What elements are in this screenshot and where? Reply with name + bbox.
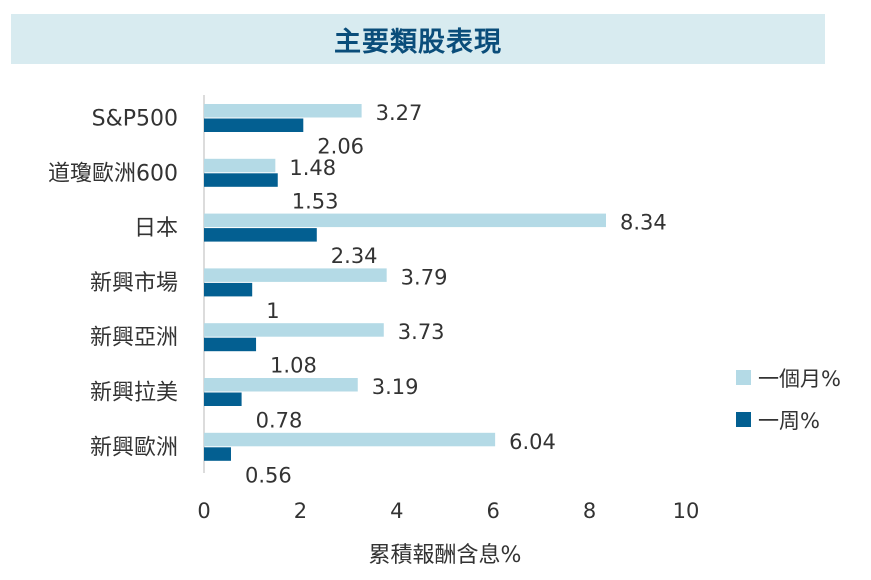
- legend-label: 一個月%: [758, 367, 841, 391]
- bar-month-value-label: 8.34: [620, 211, 667, 235]
- bar-week: [204, 118, 304, 132]
- bar-month-value-label: 3.73: [398, 320, 445, 344]
- bar-month-value-label: 1.48: [289, 156, 336, 180]
- bar-month-value-label: 3.27: [376, 101, 423, 125]
- bar-month-value-label: 3.19: [372, 375, 419, 399]
- bar-month: [204, 268, 387, 282]
- bar-week-value-label: 1.53: [292, 189, 339, 213]
- bar-month-value-label: 3.79: [401, 265, 448, 289]
- chart-title: 主要類股表現: [334, 26, 502, 58]
- bar-month: [204, 323, 384, 337]
- category-label: 道瓊歐洲600: [48, 161, 178, 186]
- x-tick-label: 0: [197, 499, 210, 523]
- bar-week: [204, 447, 231, 461]
- bar-month: [204, 213, 606, 228]
- bar-week-value-label: 2.06: [317, 135, 364, 159]
- bar-week-value-label: 0.56: [245, 463, 292, 487]
- title-band: 主要類股表現: [11, 14, 825, 64]
- bar-week: [204, 173, 278, 187]
- bar-week-value-label: 2.34: [331, 244, 378, 268]
- category-label: 新興歐洲: [90, 435, 178, 460]
- bar-week: [204, 228, 317, 242]
- category-label: 日本: [134, 216, 178, 241]
- x-tick-label: 6: [487, 499, 500, 523]
- bar-month: [204, 432, 496, 447]
- category-label: 新興市場: [90, 271, 178, 296]
- category-label: 新興拉美: [90, 381, 178, 406]
- bar-month: [204, 158, 276, 173]
- x-axis-title: 累積報酬含息%: [369, 543, 522, 568]
- legend-label: 一周%: [758, 409, 820, 433]
- bar-week-value-label: 1: [266, 299, 279, 323]
- legend-swatch: [736, 412, 751, 427]
- x-tick-label: 2: [294, 499, 307, 523]
- bar-month: [204, 378, 358, 392]
- bar-week-value-label: 1.08: [270, 354, 317, 378]
- x-tick-label: 4: [390, 499, 403, 523]
- x-tick-label: 8: [583, 499, 596, 523]
- bar-month: [204, 104, 362, 118]
- bar-week: [204, 282, 253, 297]
- x-tick-label: 10: [673, 499, 700, 523]
- category-label: S&P500: [92, 107, 178, 132]
- bar-week: [204, 392, 242, 406]
- bar-month-value-label: 6.04: [509, 430, 556, 454]
- bar-week-value-label: 0.78: [256, 409, 303, 433]
- category-label: 新興亞洲: [90, 326, 178, 351]
- legend-swatch: [736, 370, 751, 385]
- bar-week: [204, 337, 257, 352]
